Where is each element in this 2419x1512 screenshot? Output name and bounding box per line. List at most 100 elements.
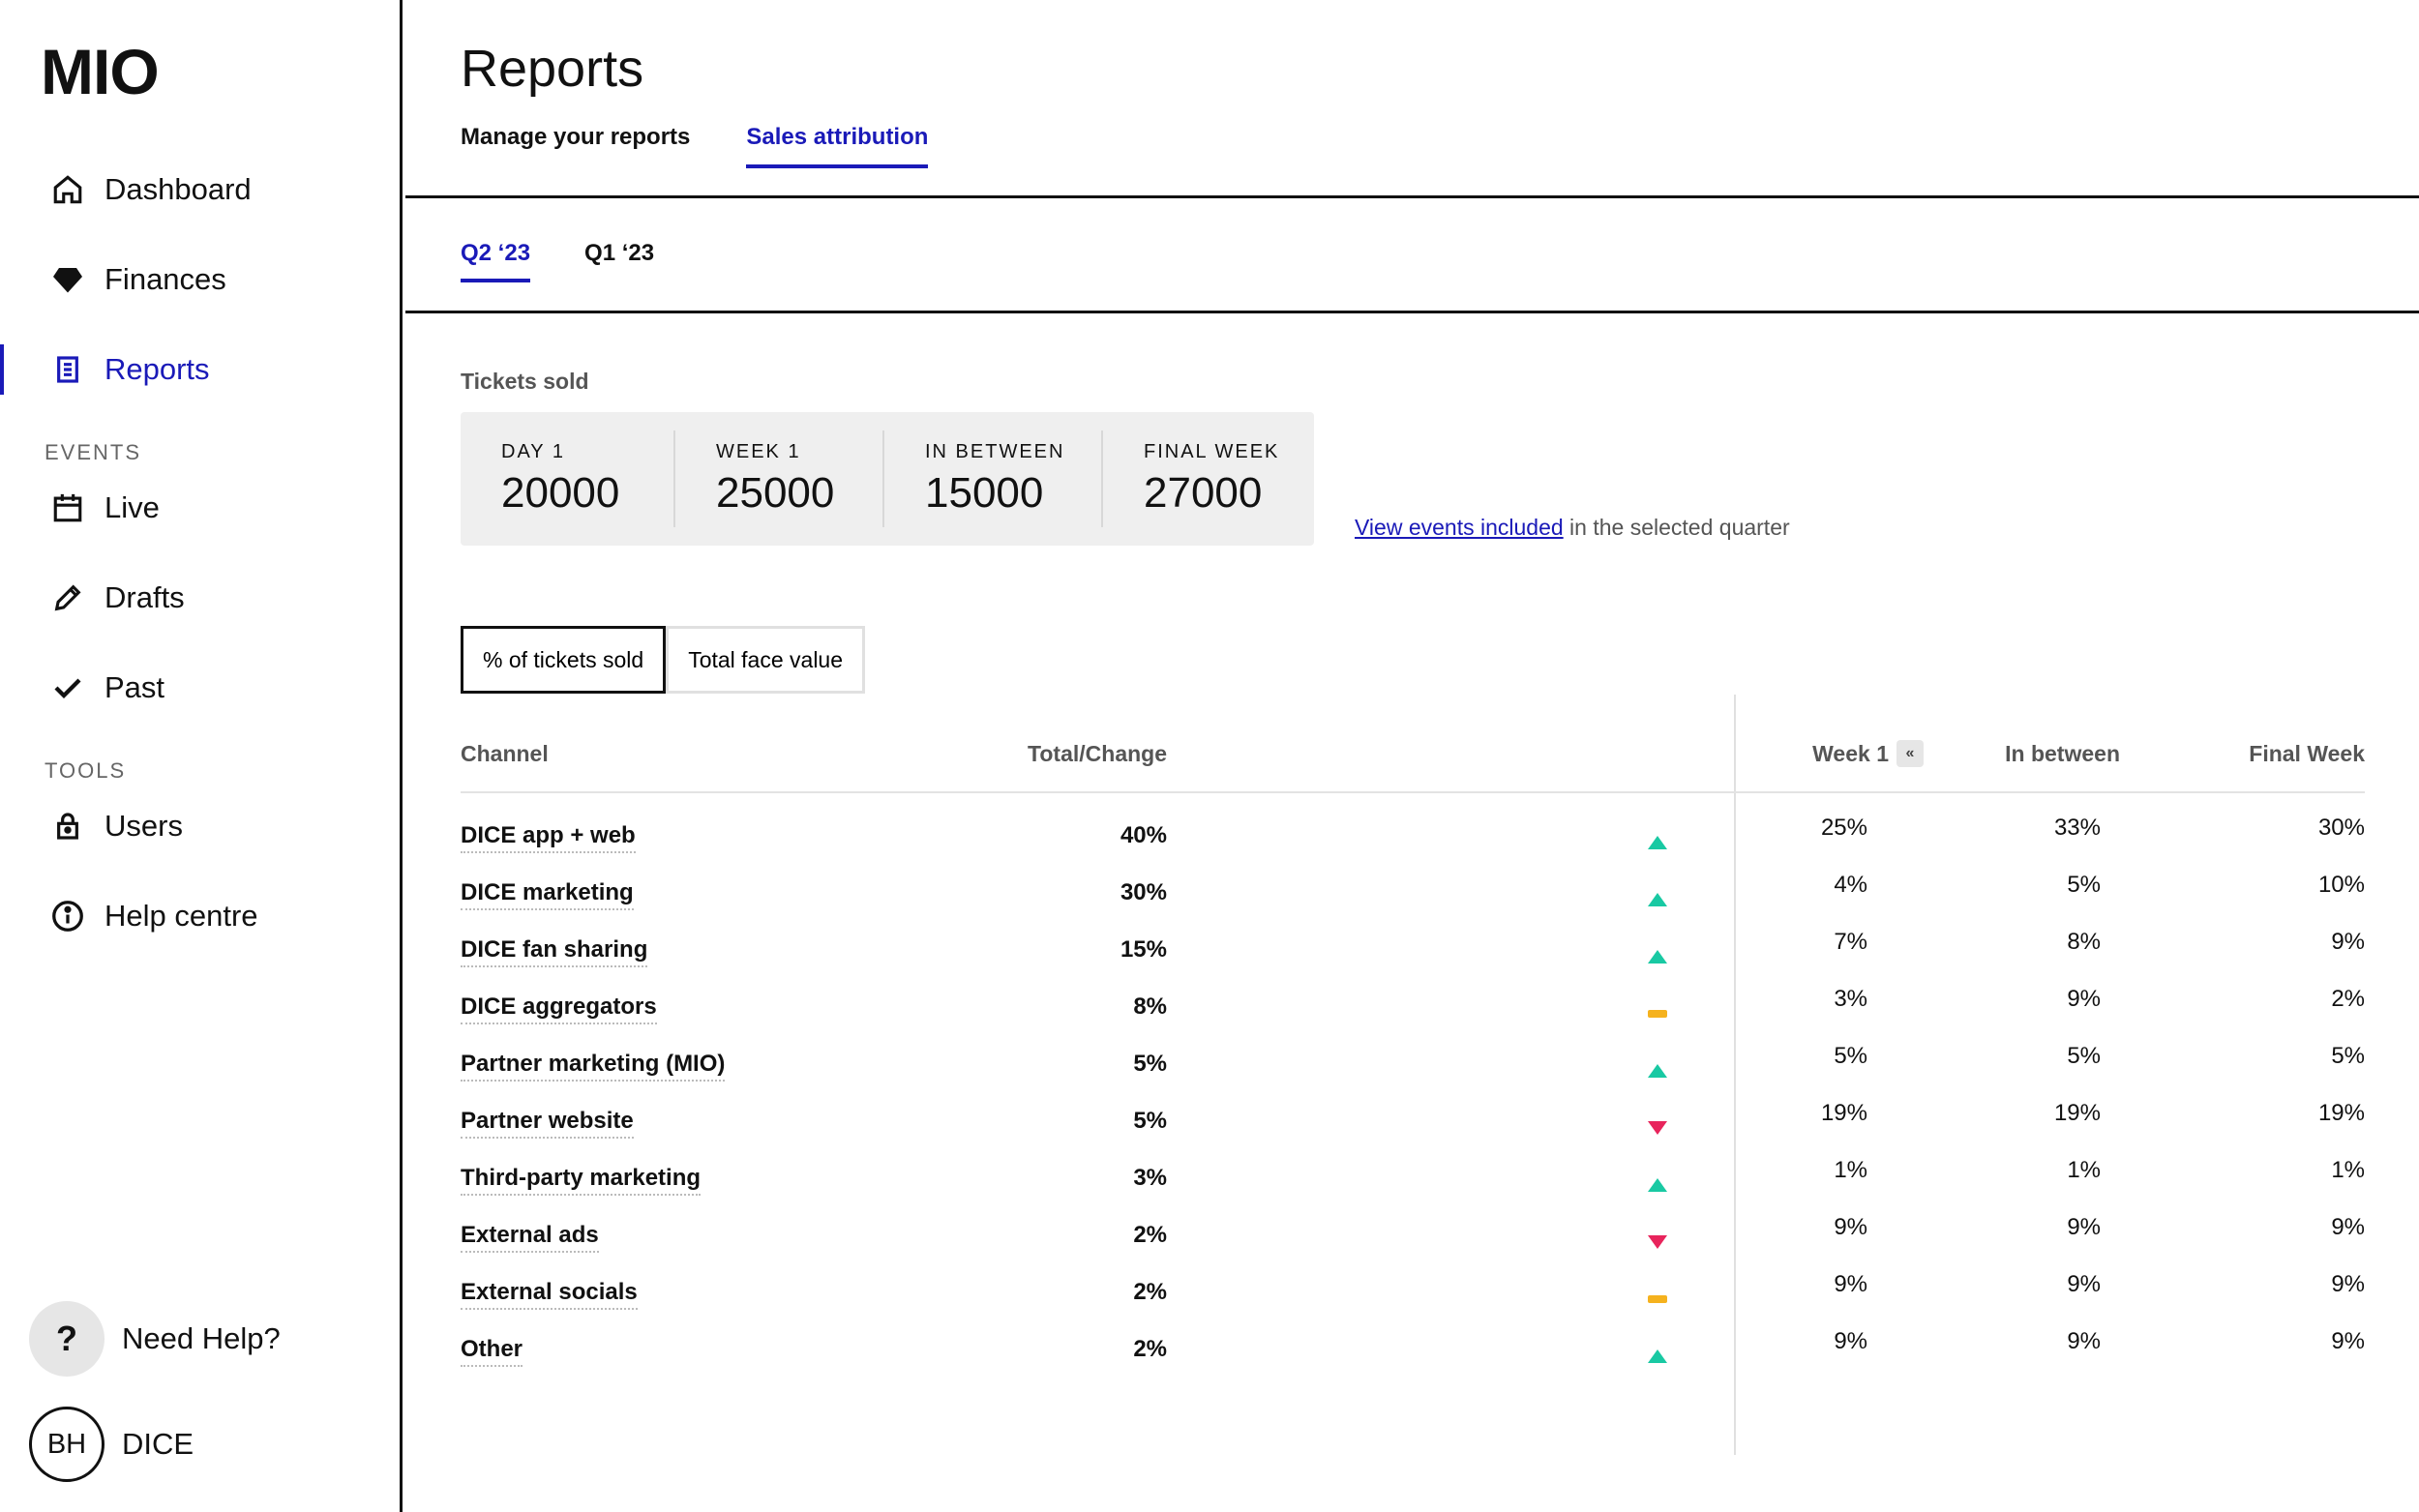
view-events-link[interactable]: View events included	[1355, 515, 1564, 540]
total-change: 8%	[1133, 993, 1167, 1020]
sidebar-item-label: Users	[105, 809, 183, 843]
sidebar-item-finances[interactable]: Finances	[0, 251, 400, 309]
tools-section-label: TOOLS	[45, 758, 127, 783]
in-between-value: 9%	[2067, 1214, 2101, 1240]
channel-name[interactable]: DICE fan sharing	[461, 936, 648, 967]
total-change: 3%	[1133, 1165, 1167, 1191]
trend-up-icon	[1647, 1344, 1668, 1363]
total-change: 5%	[1133, 1051, 1167, 1077]
table-row: DICE app + web 40% 25% 33% 30%	[461, 807, 2365, 864]
stat-label: IN BETWEEN	[925, 440, 1065, 462]
collapse-chevron-icon[interactable]: «	[1896, 739, 1924, 767]
channel-name[interactable]: Other	[461, 1336, 523, 1367]
tickets-sold-label: Tickets sold	[461, 369, 589, 394]
table-row: Partner website 5% 19% 19% 19%	[461, 1092, 2365, 1149]
app-logo: MIO	[41, 36, 160, 107]
sidebar-item-label: Live	[105, 490, 160, 524]
stat-in-between: IN BETWEEN 15000	[882, 430, 1101, 527]
toggle-total-face-value[interactable]: Total face value	[666, 626, 866, 694]
user-name: DICE	[122, 1427, 194, 1461]
in-between-value: 9%	[2067, 1271, 2101, 1297]
report-tabs: Manage your reports Sales attribution	[461, 124, 929, 168]
diamond-icon	[48, 260, 87, 299]
final-week-value: 2%	[2331, 986, 2365, 1012]
table-row: Third-party marketing 3% 1% 1% 1%	[461, 1149, 2365, 1206]
quarter-tabs: Q2 ‘23 Q1 ‘23	[461, 240, 654, 282]
tickets-summary: DAY 1 20000 WEEK 1 25000 IN BETWEEN 1500…	[461, 412, 1314, 546]
sidebar-item-label: Drafts	[105, 580, 185, 614]
stat-value: 27000	[1144, 468, 1263, 517]
final-week-value: 9%	[2331, 1214, 2365, 1240]
total-change: 5%	[1133, 1108, 1167, 1134]
header-week-1: Week 1 «	[1812, 739, 1924, 769]
stat-label: DAY 1	[501, 440, 565, 462]
toggle-percent-tickets[interactable]: % of tickets sold	[461, 626, 667, 694]
sidebar-item-label: Finances	[105, 262, 226, 296]
table-row: Partner marketing (MIO) 5% 5% 5% 5%	[461, 1035, 2365, 1092]
channel-name[interactable]: DICE aggregators	[461, 993, 657, 1024]
info-icon	[48, 897, 87, 935]
total-change: 15%	[1120, 936, 1167, 963]
events-note-suffix: in the selected quarter	[1563, 515, 1790, 540]
table-row: DICE fan sharing 15% 7% 8% 9%	[461, 921, 2365, 978]
main-content: Reports Manage your reports Sales attrib…	[405, 0, 2419, 1512]
header-channel: Channel	[461, 741, 549, 766]
sidebar-item-label: Reports	[105, 352, 210, 386]
total-change: 30%	[1120, 879, 1167, 905]
check-icon	[48, 668, 87, 707]
stat-value: 20000	[501, 468, 620, 517]
sidebar-item-reports[interactable]: Reports	[0, 341, 400, 399]
tab-manage-reports[interactable]: Manage your reports	[461, 124, 691, 150]
channel-name[interactable]: Partner marketing (MIO)	[461, 1051, 726, 1082]
in-between-value: 9%	[2067, 1328, 2101, 1354]
stat-value: 25000	[716, 468, 835, 517]
channel-name[interactable]: External socials	[461, 1279, 638, 1310]
channel-name[interactable]: External ads	[461, 1222, 599, 1253]
need-help-button[interactable]: ? Need Help?	[29, 1301, 281, 1377]
tab-q1-23[interactable]: Q1 ‘23	[584, 240, 655, 266]
final-week-value: 30%	[2317, 815, 2365, 841]
channel-name[interactable]: Partner website	[461, 1108, 634, 1139]
stat-day-1: DAY 1 20000	[461, 430, 673, 527]
final-week-value: 9%	[2331, 1328, 2365, 1354]
header-final-week: Final Week	[2249, 741, 2365, 766]
in-between-value: 33%	[2053, 815, 2101, 841]
stat-label: WEEK 1	[716, 440, 801, 462]
total-change: 2%	[1133, 1222, 1167, 1248]
sidebar-item-live[interactable]: Live	[0, 479, 400, 537]
week-1-value: 4%	[1834, 872, 1867, 898]
question-icon: ?	[29, 1301, 105, 1377]
total-change: 2%	[1133, 1279, 1167, 1305]
week-1-value: 25%	[1820, 815, 1867, 841]
lock-icon	[48, 807, 87, 845]
sidebar-item-users[interactable]: Users	[0, 797, 400, 855]
user-menu[interactable]: BH DICE	[29, 1407, 194, 1482]
tab-sales-attribution[interactable]: Sales attribution	[746, 124, 929, 168]
sidebar-item-drafts[interactable]: Drafts	[0, 569, 400, 627]
home-icon	[48, 170, 87, 209]
sidebar-item-past[interactable]: Past	[0, 659, 400, 717]
events-section-label: EVENTS	[45, 440, 142, 464]
header-week-1-label: Week 1	[1812, 741, 1889, 766]
final-week-value: 19%	[2317, 1100, 2365, 1126]
channel-name[interactable]: DICE marketing	[461, 879, 634, 910]
in-between-value: 19%	[2053, 1100, 2101, 1126]
week-1-value: 1%	[1834, 1157, 1867, 1183]
divider	[405, 195, 2419, 198]
channel-name[interactable]: DICE app + web	[461, 822, 636, 853]
stat-week-1: WEEK 1 25000	[673, 430, 882, 527]
final-week-value: 10%	[2317, 872, 2365, 898]
sidebar-item-label: Dashboard	[105, 172, 252, 206]
trend-down-icon	[1647, 1230, 1668, 1249]
calendar-icon	[48, 489, 87, 527]
sidebar: MIO Dashboard Finances Reports EVENTS Li…	[0, 0, 403, 1512]
final-week-value: 9%	[2331, 929, 2365, 955]
table-row: External ads 2% 9% 9% 9%	[461, 1206, 2365, 1263]
metric-toggle: % of tickets sold Total face value	[461, 626, 866, 694]
total-change: 2%	[1133, 1336, 1167, 1362]
need-help-label: Need Help?	[122, 1321, 281, 1355]
channel-name[interactable]: Third-party marketing	[461, 1165, 702, 1196]
tab-q2-23[interactable]: Q2 ‘23	[461, 240, 531, 282]
sidebar-item-help-centre[interactable]: Help centre	[0, 887, 400, 945]
sidebar-item-dashboard[interactable]: Dashboard	[0, 161, 400, 219]
